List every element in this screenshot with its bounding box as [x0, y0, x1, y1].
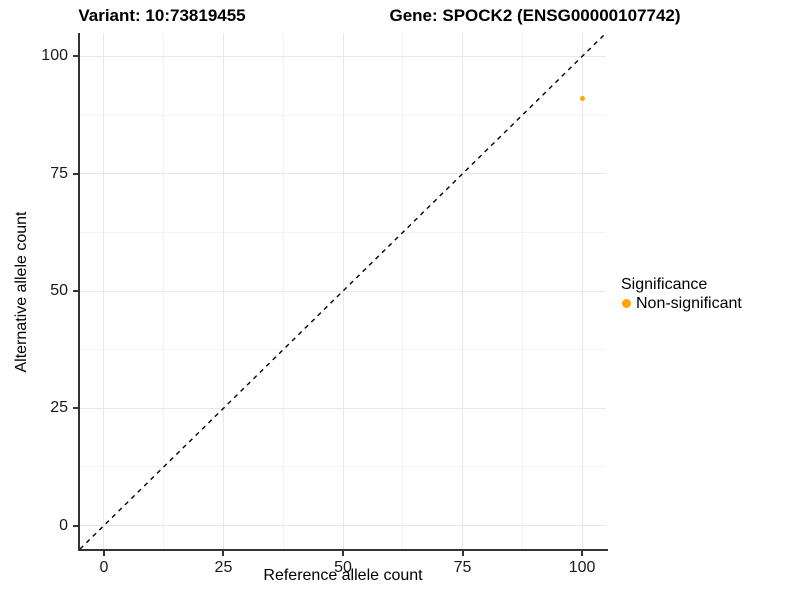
legend-item-label: Non-significant	[636, 294, 742, 312]
x-tick-label: 50	[334, 559, 352, 576]
x-tick-label: 25	[214, 559, 233, 576]
x-tick-mark	[342, 551, 344, 556]
y-tick-mark	[73, 172, 78, 175]
plot-title-variant: Variant: 10:73819455	[78, 6, 246, 25]
x-tick-mark	[581, 551, 584, 556]
y-major-gridline	[80, 290, 606, 292]
x-tick-label: 0	[99, 559, 109, 576]
y-major-gridline	[80, 55, 606, 57]
y-tick-mark	[73, 290, 78, 292]
y-tick-label: 0	[59, 516, 68, 534]
x-axis-line	[78, 549, 608, 551]
identity-line-layer	[80, 33, 606, 549]
y-tick-mark	[73, 407, 78, 410]
y-axis-line	[78, 33, 80, 551]
y-tick-mark	[73, 55, 78, 58]
y-major-gridline	[80, 407, 606, 409]
y-tick-label: 50	[50, 282, 68, 299]
identity-line	[80, 33, 606, 549]
x-axis-title: Reference allele count	[263, 567, 423, 584]
x-tick-mark	[222, 551, 225, 556]
y-tick-label: 100	[41, 47, 68, 65]
y-tick-label: 25	[50, 399, 68, 417]
legend-item: Non-significant	[621, 294, 742, 313]
data-point	[579, 96, 585, 102]
legend-point-icon	[622, 299, 631, 308]
legend-title: Significance	[621, 276, 708, 293]
plot-title-gene: Gene: SPOCK2 (ENSG00000107742)	[389, 6, 681, 25]
plot-panel	[80, 33, 606, 549]
y-tick-label: 75	[50, 164, 68, 182]
x-tick-mark	[102, 551, 105, 556]
y-tick-mark	[73, 524, 78, 527]
x-tick-label: 75	[453, 559, 472, 576]
legend: Significance Non-significant	[621, 276, 742, 313]
y-major-gridline	[80, 173, 606, 175]
x-tick-label: 100	[568, 559, 596, 576]
y-major-gridline	[80, 525, 606, 527]
x-tick-mark	[461, 551, 464, 556]
